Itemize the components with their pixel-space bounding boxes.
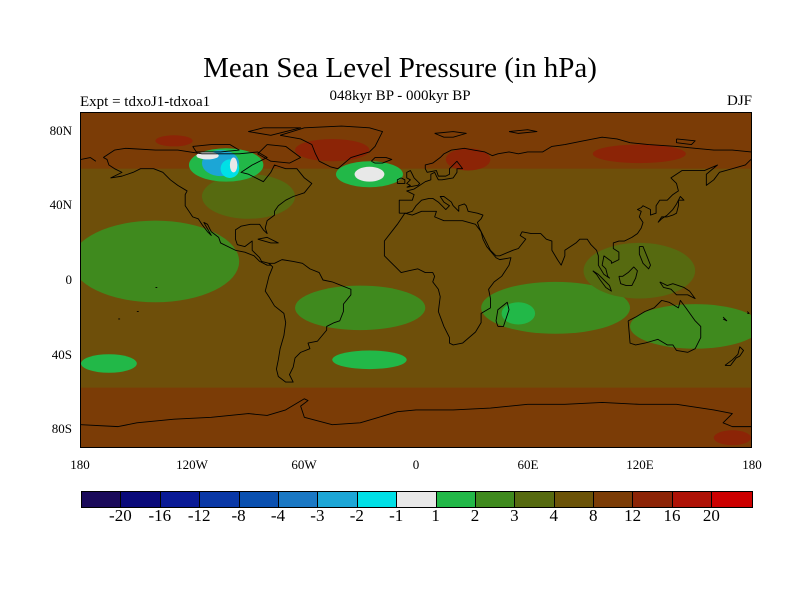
colorbar-swatch <box>200 492 240 507</box>
colorbar-swatch <box>475 492 516 507</box>
contour-region <box>81 354 137 373</box>
coastline <box>657 196 685 223</box>
colorbar-tick-label: -8 <box>231 506 246 525</box>
coastline <box>398 136 751 214</box>
lat-tick-label: 80S <box>51 421 72 437</box>
coastline <box>676 138 696 145</box>
coastlines <box>81 125 751 428</box>
contour-region <box>583 242 696 299</box>
coastline <box>257 144 302 164</box>
colorbar-swatch <box>712 492 752 507</box>
coastline <box>399 159 751 279</box>
contour-region <box>501 302 536 325</box>
coastline <box>406 170 421 188</box>
colorbar-swatch <box>554 492 595 507</box>
lon-tick-label: 0 <box>412 457 420 472</box>
lon-tick-label: 60W <box>291 457 317 472</box>
contour-region <box>229 157 238 173</box>
season-label: DJF <box>726 93 752 109</box>
coastline <box>81 157 97 162</box>
pressure-contours <box>81 113 751 447</box>
colorbar-swatch <box>594 492 634 507</box>
contour-region <box>295 138 370 162</box>
lon-tick-label: 60E <box>517 457 539 472</box>
coastline <box>81 398 751 428</box>
colorbar-swatch <box>397 492 437 507</box>
colorbar-swatch <box>121 492 161 507</box>
colorbar-swatch <box>672 492 713 507</box>
colorbar-tick-label: -4 <box>270 506 286 525</box>
lon-tick-label: 120E <box>626 457 654 472</box>
colorbar-swatch <box>318 492 358 507</box>
contour-region <box>354 166 385 182</box>
colorbar-tick-label: -3 <box>310 506 325 525</box>
colorbar-tick-label: -2 <box>349 506 364 525</box>
colorbar-tick-label: -12 <box>187 506 211 525</box>
colorbar-swatch <box>278 492 319 507</box>
colorbar-swatch <box>357 492 398 507</box>
coastline <box>257 236 279 244</box>
contour-region <box>713 430 751 446</box>
map-subtitle: 048kyr BP - 000kyr BP <box>329 88 471 104</box>
coastline <box>383 210 512 346</box>
lon-tick-label: 180 <box>742 457 762 472</box>
coastline <box>627 299 702 353</box>
lat-tick-label: 40N <box>49 197 72 213</box>
colorbar-swatch <box>239 492 279 507</box>
coastline <box>103 147 313 266</box>
coastline <box>746 311 750 314</box>
colorbar-tick-label: 1 <box>431 506 440 525</box>
coastline <box>279 125 383 170</box>
colorbar-swatch <box>436 492 476 507</box>
contour-region <box>81 220 240 303</box>
contour-region <box>445 148 491 171</box>
colorbar-swatch <box>160 492 201 507</box>
experiment-label: Expt = tdxoJ1-tdxoa1 <box>80 94 211 110</box>
colorbar-tick-label: -1 <box>389 506 404 525</box>
map-title: Mean Sea Level Pressure (in hPa) <box>203 52 597 84</box>
colorbar-tick-label: 16 <box>663 506 681 525</box>
colorbar-tick-label: -16 <box>148 506 172 525</box>
colorbar-tick-label: 20 <box>702 506 720 525</box>
colorbar-tick-label: 8 <box>588 506 598 525</box>
coastline <box>659 281 696 300</box>
colorbar-tick-label: -20 <box>109 506 132 525</box>
coastline <box>618 266 638 287</box>
pressure-map <box>80 112 752 448</box>
colorbar-swatch <box>515 492 555 507</box>
contour-region <box>295 285 426 331</box>
contour-region <box>155 135 193 147</box>
lon-tick-label: 180 <box>70 457 90 472</box>
contour-region <box>332 350 407 370</box>
contour-region <box>81 387 751 447</box>
lat-tick-label: 80N <box>49 122 72 138</box>
coastline <box>638 246 651 270</box>
colorbar-tick-label: 12 <box>624 506 642 525</box>
coastline <box>592 270 612 292</box>
coastline <box>722 316 728 322</box>
coastline <box>495 301 510 327</box>
contour-region <box>630 304 751 349</box>
lon-tick-label: 120W <box>176 457 208 472</box>
lat-tick-label: 40S <box>51 346 72 362</box>
colorbar-swatch <box>633 492 673 507</box>
coastline <box>192 144 240 153</box>
contour-region <box>592 144 686 164</box>
colorbar <box>81 491 753 508</box>
coastline <box>724 346 744 366</box>
lat-tick-label: 0 <box>65 272 73 287</box>
coastline <box>396 177 406 184</box>
coastline <box>434 131 467 138</box>
colorbar-tick-label: 2 <box>470 506 480 525</box>
coastline <box>371 157 393 164</box>
coastline <box>264 259 352 383</box>
colorbar-swatch <box>82 492 122 507</box>
coastline <box>508 129 538 134</box>
contour-region <box>201 174 296 219</box>
colorbar-tick-label: 3 <box>510 506 519 525</box>
colorbar-tick-label: 4 <box>549 506 559 525</box>
coastline <box>248 127 302 136</box>
